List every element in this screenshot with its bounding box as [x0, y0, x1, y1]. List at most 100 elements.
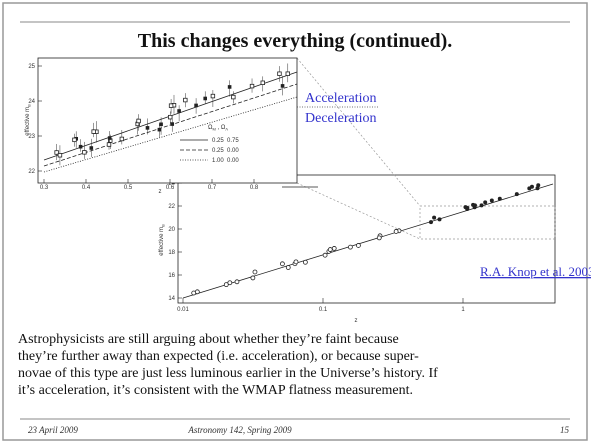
point	[393, 229, 399, 234]
y-axis-label: effective mB	[159, 224, 166, 256]
point	[78, 144, 83, 149]
point	[82, 150, 87, 155]
point	[250, 275, 256, 281]
point	[249, 83, 255, 89]
point	[223, 282, 229, 288]
point	[72, 137, 77, 143]
body-line: Astrophysicists are still arguing about …	[18, 332, 399, 347]
deceleration-label: Deceleration	[305, 111, 377, 126]
point	[293, 259, 299, 265]
y-tick-label: 25	[28, 64, 35, 70]
point	[234, 279, 240, 285]
point	[327, 247, 333, 252]
x-tick-label: 0.8	[250, 185, 259, 191]
body-line: they’re further away than expected (i.e.…	[18, 349, 419, 364]
legend-entry: 0.25 0.75	[212, 138, 239, 144]
main-plot: effective mB z 24 22 20 18 16 140.01 0.1 1	[159, 57, 556, 324]
point	[260, 80, 265, 85]
point	[177, 109, 181, 113]
point	[432, 215, 437, 220]
y-tick-label: 22	[28, 169, 35, 175]
point	[529, 184, 534, 189]
point	[168, 103, 174, 108]
inset-frame	[37, 57, 298, 184]
point	[302, 259, 308, 265]
point	[376, 235, 382, 241]
point	[428, 220, 433, 225]
point	[231, 94, 236, 100]
body-line: it’s acceleration, it’s consistent with …	[18, 383, 413, 398]
legend-header: ΩM , ΩΛ	[208, 125, 228, 132]
inset-points	[54, 63, 290, 166]
x-axis-label: z	[355, 318, 358, 324]
point	[465, 205, 470, 210]
citation[interactable]: R.A. Knop et al. 2003	[480, 264, 591, 279]
x-tick-label: 0.3	[40, 185, 49, 191]
point	[170, 122, 175, 126]
x-tick-label: 0.6	[166, 185, 175, 191]
title: This changes everything (continued).	[138, 30, 452, 52]
point	[514, 192, 519, 197]
point	[210, 93, 216, 99]
x-tick-label: 0.5	[124, 185, 133, 191]
main-points	[191, 183, 541, 296]
y-tick-label: 22	[168, 204, 175, 210]
inset-plot: effective mB z ΩM , ΩΛ 0.25 0.75 0.25 0.…	[25, 57, 298, 195]
footer-page: 15	[560, 425, 570, 435]
x-tick-label: 0.01	[177, 307, 189, 313]
point	[168, 114, 173, 120]
body-line: novae of this type are just less luminou…	[18, 366, 438, 381]
point	[497, 196, 502, 201]
point	[471, 202, 476, 207]
point	[91, 129, 96, 134]
point	[285, 265, 291, 270]
point	[535, 186, 540, 191]
zoom-connector	[296, 57, 421, 207]
point	[227, 280, 233, 286]
point	[285, 71, 290, 76]
x-tick-label: 1	[461, 307, 465, 313]
point	[280, 261, 285, 267]
main-fit	[182, 183, 554, 299]
point	[119, 136, 125, 142]
point	[203, 96, 208, 101]
point	[145, 126, 150, 130]
x-tick-label: 0.7	[208, 185, 217, 191]
y-tick-label: 24	[28, 99, 35, 105]
point	[252, 269, 258, 275]
point	[136, 118, 141, 124]
y-tick-label: 20	[168, 227, 175, 233]
point	[347, 244, 353, 250]
y-axis-label: effective mB	[25, 104, 32, 136]
legend-entry: 0.25 0.00	[212, 148, 239, 154]
point	[191, 290, 197, 296]
x-tick-label: 0.4	[82, 185, 91, 191]
point	[159, 122, 163, 127]
point	[107, 136, 112, 140]
point	[227, 85, 232, 89]
main-frame	[177, 174, 556, 304]
point	[280, 84, 285, 88]
point	[489, 198, 494, 203]
point	[57, 153, 63, 158]
legend-entry: 1.00 0.00	[212, 158, 239, 164]
point	[183, 97, 188, 103]
y-tick-label: 24	[168, 181, 175, 187]
point	[479, 203, 484, 208]
y-tick-label: 23	[28, 134, 35, 140]
x-axis-label: z	[159, 189, 162, 195]
y-tick-label: 14	[168, 296, 175, 302]
point	[483, 200, 488, 205]
point	[331, 246, 337, 251]
point	[89, 146, 94, 150]
point	[536, 183, 541, 188]
x-tick-label: 0.1	[319, 307, 328, 313]
point	[356, 243, 361, 248]
y-tick-label: 18	[168, 250, 175, 256]
footer-course: Astronomy 142, Spring 2009	[187, 425, 292, 435]
footer-date: 23 April 2009	[28, 425, 78, 435]
point	[157, 127, 162, 132]
point	[194, 103, 198, 108]
acceleration-label: Acceleration	[305, 91, 377, 106]
